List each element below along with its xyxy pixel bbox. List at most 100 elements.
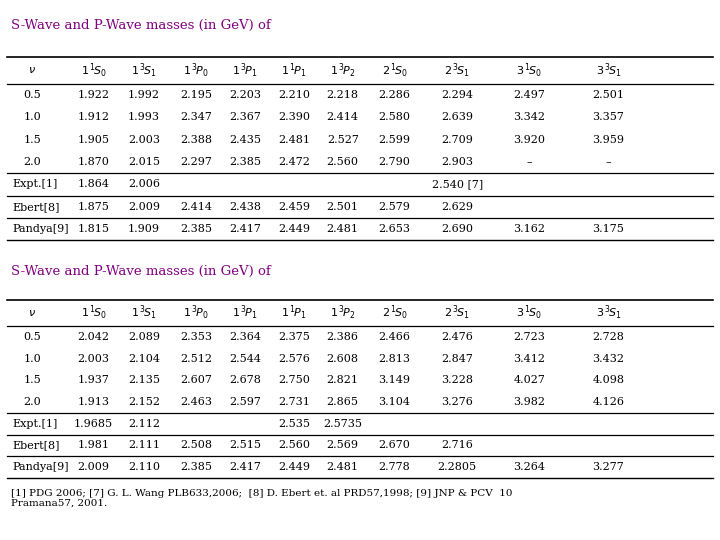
Text: 1.992: 1.992 [128,90,160,100]
Text: Expt.[1]: Expt.[1] [12,179,58,190]
Text: $3\,{}^3\!S_1$: $3\,{}^3\!S_1$ [595,303,621,322]
Text: 3.162: 3.162 [513,224,545,234]
Text: 2.599: 2.599 [379,135,410,145]
Text: [1] PDG 2006; [7] G. L. Wang PLB633,2006;  [8] D. Ebert et. al PRD57,1998; [9] J: [1] PDG 2006; [7] G. L. Wang PLB633,2006… [11,489,513,508]
Text: 2.778: 2.778 [379,462,410,472]
Text: 2.481: 2.481 [327,224,359,234]
Text: 3.982: 3.982 [513,397,545,407]
Text: 4.098: 4.098 [593,375,624,386]
Text: 2.463: 2.463 [180,397,212,407]
Text: Pandya[9]: Pandya[9] [12,224,69,234]
Text: 1.912: 1.912 [78,112,109,123]
Text: 1.815: 1.815 [78,224,109,234]
Text: 2.414: 2.414 [180,202,212,212]
Text: 2.385: 2.385 [180,224,212,234]
Text: 4.126: 4.126 [593,397,624,407]
Text: $1\,{}^1\!S_0$: $1\,{}^1\!S_0$ [81,61,107,79]
Text: 2.653: 2.653 [379,224,410,234]
Text: 2.678: 2.678 [229,375,261,386]
Text: 1.864: 1.864 [78,179,109,190]
Text: 2.112: 2.112 [128,418,160,429]
Text: 2.512: 2.512 [180,354,212,364]
Text: 1.875: 1.875 [78,202,109,212]
Text: 2.203: 2.203 [229,90,261,100]
Text: 2.501: 2.501 [593,90,624,100]
Text: 3.432: 3.432 [593,354,624,364]
Text: 3.412: 3.412 [513,354,545,364]
Text: 1.909: 1.909 [128,224,160,234]
Text: $1\,{}^3\!P_2$: $1\,{}^3\!P_2$ [330,303,356,322]
Text: 2.790: 2.790 [379,157,410,167]
Text: 1.905: 1.905 [78,135,109,145]
Text: 3.175: 3.175 [593,224,624,234]
Text: 2.508: 2.508 [180,441,212,450]
Text: $1\,{}^3\!S_1$: $1\,{}^3\!S_1$ [131,61,157,79]
Text: 2.607: 2.607 [180,375,212,386]
Text: 2.003: 2.003 [78,354,109,364]
Text: 2.709: 2.709 [441,135,473,145]
Text: 1.0: 1.0 [24,354,41,364]
Text: 2.481: 2.481 [278,135,310,145]
Text: 2.579: 2.579 [379,202,410,212]
Text: 2.385: 2.385 [180,462,212,472]
Text: $2\,{}^1\!S_0$: $2\,{}^1\!S_0$ [382,61,408,79]
Text: $1\,{}^1\!P_1$: $1\,{}^1\!P_1$ [281,303,307,322]
Text: 2.731: 2.731 [278,397,310,407]
Text: 2.750: 2.750 [278,375,310,386]
Text: 2.015: 2.015 [128,157,160,167]
Text: 2.501: 2.501 [327,202,359,212]
Text: $\nu$: $\nu$ [28,65,37,76]
Text: 2.009: 2.009 [78,462,109,472]
Text: 2.813: 2.813 [379,354,410,364]
Text: 2.353: 2.353 [180,332,212,342]
Text: 4.027: 4.027 [513,375,545,386]
Text: 2.367: 2.367 [229,112,261,123]
Text: 2.375: 2.375 [278,332,310,342]
Text: 2.639: 2.639 [441,112,473,123]
Text: $3\,{}^1\!S_0$: $3\,{}^1\!S_0$ [516,303,542,322]
Text: 2.294: 2.294 [441,90,473,100]
Text: 0.5: 0.5 [24,90,41,100]
Text: 2.104: 2.104 [128,354,160,364]
Text: 2.723: 2.723 [513,332,545,342]
Text: 2.560: 2.560 [327,157,359,167]
Text: 3.149: 3.149 [379,375,410,386]
Text: 2.576: 2.576 [278,354,310,364]
Text: $1\,{}^3\!P_1$: $1\,{}^3\!P_1$ [232,303,258,322]
Text: 2.347: 2.347 [180,112,212,123]
Text: $\nu$: $\nu$ [28,308,37,318]
Text: Pandya[9]: Pandya[9] [12,462,69,472]
Text: 2.449: 2.449 [278,462,310,472]
Text: 2.0: 2.0 [24,157,41,167]
Text: 2.089: 2.089 [128,332,160,342]
Text: 2.111: 2.111 [128,441,160,450]
Text: 3.920: 3.920 [513,135,545,145]
Text: 2.009: 2.009 [128,202,160,212]
Text: 2.472: 2.472 [278,157,310,167]
Text: 2.544: 2.544 [229,354,261,364]
Text: $2\,{}^1\!S_0$: $2\,{}^1\!S_0$ [382,303,408,322]
Text: Ebert[8]: Ebert[8] [12,441,60,450]
Text: S-Wave and P-Wave masses (in GeV) of: S-Wave and P-Wave masses (in GeV) of [11,19,275,32]
Text: 2.476: 2.476 [441,332,473,342]
Text: 2.135: 2.135 [128,375,160,386]
Text: $1\,{}^3\!S_1$: $1\,{}^3\!S_1$ [131,303,157,322]
Text: 2.608: 2.608 [327,354,359,364]
Text: 2.2805: 2.2805 [438,462,477,472]
Text: Expt.[1]: Expt.[1] [12,418,58,429]
Text: 2.497: 2.497 [513,90,545,100]
Text: 1.5: 1.5 [24,375,41,386]
Text: 1.981: 1.981 [78,441,109,450]
Text: 2.195: 2.195 [180,90,212,100]
Text: 1.870: 1.870 [78,157,109,167]
Text: 2.670: 2.670 [379,441,410,450]
Text: 2.417: 2.417 [229,224,261,234]
Text: $3\,{}^3\!S_1$: $3\,{}^3\!S_1$ [595,61,621,79]
Text: 2.417: 2.417 [229,462,261,472]
Text: 2.003: 2.003 [128,135,160,145]
Text: 3.276: 3.276 [441,397,473,407]
Text: 0.5: 0.5 [24,332,41,342]
Text: 2.210: 2.210 [278,90,310,100]
Text: 2.5735: 2.5735 [323,418,362,429]
Text: 2.390: 2.390 [278,112,310,123]
